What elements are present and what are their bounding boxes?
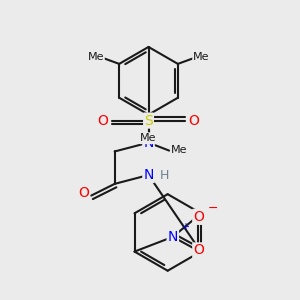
Text: Me: Me [171, 145, 188, 155]
Text: N: N [168, 230, 178, 244]
Text: N: N [143, 168, 154, 182]
Text: Me: Me [140, 133, 157, 143]
Text: +: + [181, 221, 189, 232]
Text: H: H [160, 169, 169, 182]
Text: −: − [208, 202, 218, 214]
Text: O: O [193, 243, 204, 257]
Text: N: N [143, 136, 154, 150]
Text: O: O [193, 210, 204, 224]
Text: S: S [144, 114, 153, 128]
Text: O: O [78, 186, 89, 200]
Text: Me: Me [87, 52, 104, 61]
Text: O: O [189, 114, 200, 128]
Text: O: O [98, 114, 108, 128]
Text: Me: Me [193, 52, 210, 61]
